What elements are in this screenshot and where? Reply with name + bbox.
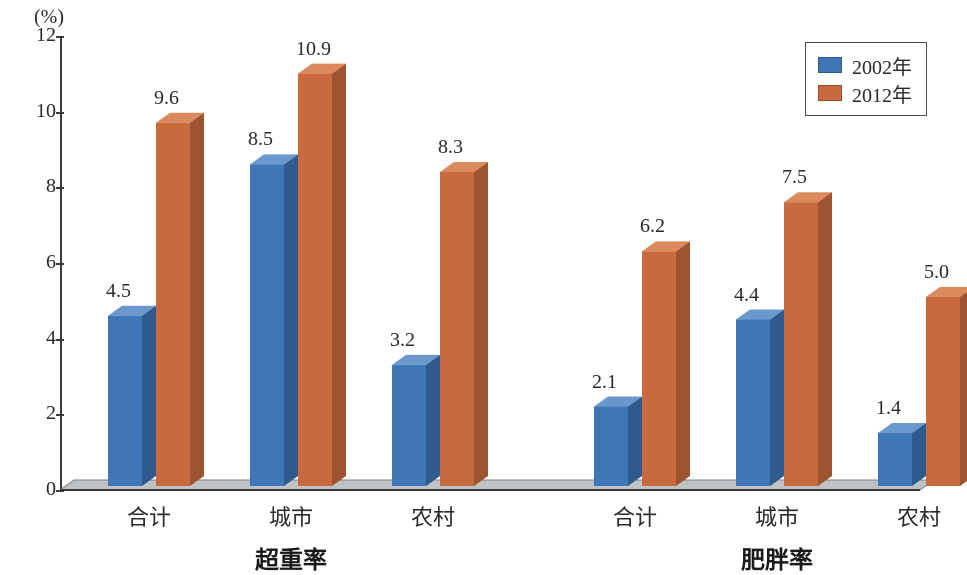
category-label: 合计 [613, 500, 657, 532]
bar-value-label: 5.0 [924, 261, 949, 284]
bar-value-label: 8.3 [438, 136, 463, 159]
legend-label-2002: 2002年 [852, 51, 912, 80]
bar-value-label: 1.4 [876, 397, 901, 420]
bar-value-label: 2.1 [592, 371, 617, 394]
bar-chart-3d: (%) 024681012 4.59.6合计8.510.9城市3.28.3农村超… [0, 0, 967, 575]
group-label: 超重率 [255, 540, 327, 575]
category-label: 城市 [755, 500, 799, 532]
category-label: 农村 [411, 500, 455, 532]
category-label: 城市 [269, 500, 313, 532]
category-label: 合计 [127, 500, 171, 532]
bar-value-label: 6.2 [640, 215, 665, 238]
legend-item-2002: 2002年 [818, 51, 912, 79]
bar-value-label: 3.2 [390, 329, 415, 352]
group-label: 肥胖率 [741, 540, 813, 575]
bar-value-label: 7.5 [782, 166, 807, 189]
bar-value-label: 9.6 [154, 87, 179, 110]
category-label: 农村 [897, 500, 941, 532]
bar-value-label: 10.9 [296, 38, 331, 61]
bar-value-label: 4.5 [106, 280, 131, 303]
legend-label-2012: 2012年 [852, 79, 912, 108]
legend-item-2012: 2012年 [818, 79, 912, 107]
legend: 2002年 2012年 [805, 42, 927, 116]
legend-swatch-2002 [818, 57, 842, 73]
bar-value-label: 4.4 [734, 284, 759, 307]
legend-swatch-2012 [818, 85, 842, 101]
bar-value-label: 8.5 [248, 128, 273, 151]
